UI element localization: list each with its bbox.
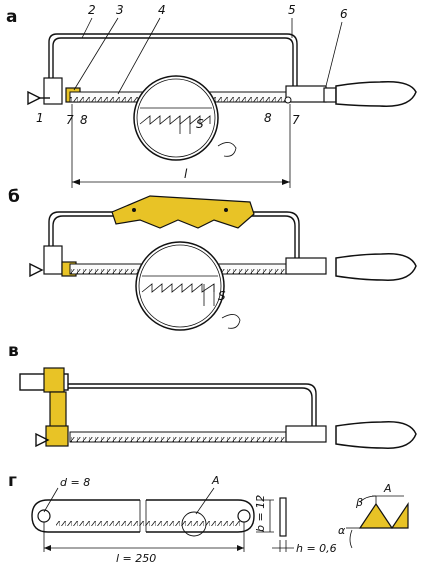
thickness-view: [279, 497, 287, 537]
part-label-7-right: 7: [292, 113, 300, 127]
blade-thickness-label: h = 0,6: [296, 542, 337, 555]
detail-marker-label: A: [211, 474, 220, 487]
detail-title-label: A: [383, 482, 392, 495]
adjuster-plate-b: [111, 195, 255, 229]
wing-nut-b: [29, 262, 44, 278]
slider-v: [43, 367, 65, 393]
frame-a: [48, 33, 298, 90]
part-label-8-right: 8: [264, 111, 272, 125]
wing-nut-a: [27, 90, 42, 106]
part-label-5: 5: [288, 3, 296, 17]
handle-b: [335, 253, 417, 281]
blade-length-label: l = 250: [116, 552, 156, 565]
part-label-6: 6: [340, 7, 348, 21]
left-clamp-a: [43, 77, 63, 105]
part-label-2: 2: [88, 3, 96, 17]
part-label-8-left: 8: [80, 113, 88, 127]
saw-b: [29, 195, 417, 331]
angle-beta-label: β: [355, 496, 363, 509]
section-label-b: б: [8, 187, 20, 207]
section-label-a: а: [6, 7, 17, 27]
length-label-a: l: [184, 167, 188, 181]
angle-alpha-label: α: [338, 524, 346, 537]
handle-v: [335, 421, 417, 449]
pitch-label-a: S: [196, 117, 204, 131]
blade-drawing-g: [31, 487, 409, 552]
section-label-v: в: [8, 341, 19, 361]
part-label-7-left: 7: [66, 113, 74, 127]
magnifier-a: [133, 75, 219, 161]
part-label-4: 4: [158, 3, 166, 17]
wing-nut-v: [35, 432, 50, 448]
saw-v: [19, 367, 417, 449]
right-clamp-a: [285, 85, 327, 103]
part-label-3: 3: [116, 3, 124, 17]
blade-width-label: b = 12: [254, 495, 267, 532]
handle-a: [335, 80, 417, 107]
tooth-detail: [358, 502, 409, 530]
pitch-label-b: S: [218, 289, 226, 303]
saw-a: [27, 17, 417, 188]
part-label-1: 1: [36, 111, 44, 125]
hole-diameter-label: d = 8: [60, 476, 90, 489]
section-label-g: г: [8, 471, 17, 491]
